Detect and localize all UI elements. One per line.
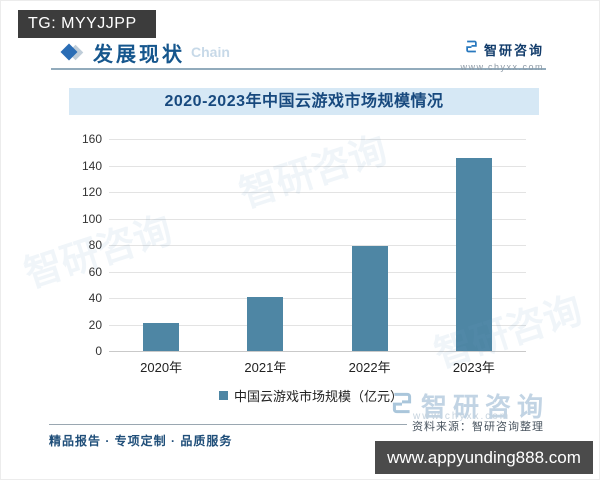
- footer-watermark-site: www.chyxx.com: [413, 411, 511, 422]
- chart-legend: 中国云游戏市场规模（亿元）: [76, 386, 546, 405]
- x-tick-label: 2023年: [452, 360, 495, 375]
- y-tick-label: 20: [88, 317, 102, 332]
- section-header: 发展现状 Chain: [60, 39, 230, 66]
- chart-title: 2020-2023年中国云游戏市场规模情况: [69, 88, 539, 115]
- y-tick-label: 80: [88, 238, 102, 252]
- gridline: [109, 324, 526, 326]
- x-tick-label: 2021年: [244, 360, 287, 375]
- y-tick-label: 0: [95, 344, 102, 358]
- legend-swatch: [218, 391, 228, 400]
- y-tick-label: 140: [81, 158, 102, 173]
- bar-2020年: [143, 323, 180, 351]
- diamond-icon: [60, 43, 85, 61]
- y-tick-label: 120: [81, 185, 102, 199]
- bar-2023年: [455, 157, 492, 351]
- header-divider: [51, 68, 546, 70]
- x-tick-label: 2022年: [348, 360, 391, 375]
- brand-name: 智研咨询: [483, 42, 544, 58]
- gridline: [109, 192, 526, 193]
- y-tick-label: 160: [81, 132, 102, 146]
- brand-logo-icon: [464, 39, 479, 59]
- footer-logo-icon: [389, 390, 415, 421]
- footer-watermark-brand: 智研咨询: [421, 392, 550, 422]
- footer-watermark-logo: 智研咨询: [389, 387, 549, 424]
- y-tick-label: 100: [81, 211, 102, 226]
- header-watermark-text: Chain: [191, 44, 230, 60]
- gridline: [109, 271, 526, 273]
- y-tick-label: 40: [88, 291, 102, 305]
- gridline: [109, 298, 526, 299]
- data-source-note: 资料来源：智研咨询整理: [412, 421, 544, 433]
- brand-block: 智研咨询 www.chyxx.com: [460, 39, 544, 72]
- brand-site: www.chyxx.com: [460, 62, 544, 72]
- gridline: [109, 139, 526, 140]
- y-tick-label: 60: [88, 264, 102, 279]
- bar-2021年: [247, 296, 284, 351]
- legend-label: 中国云游戏市场规模（亿元）: [233, 389, 403, 404]
- bar-chart: 中国云游戏市场规模（亿元） 0 20 40 60 80 100 120 140 160 2020年…: [76, 126, 546, 404]
- footer-divider: [49, 424, 407, 425]
- section-title: 发展现状: [93, 43, 185, 66]
- gridline: [109, 165, 526, 167]
- bottom-watermark-bar: www.appyunding888.com: [375, 441, 593, 474]
- tg-badge: TG: MYYJJPP: [18, 10, 156, 38]
- gridline: [109, 351, 526, 352]
- bar-2022年: [351, 246, 388, 351]
- x-tick-label: 2020年: [140, 360, 183, 375]
- gridline: [109, 218, 526, 220]
- footer-tagline: 精品报告 · 专项定制 · 品质服务: [49, 434, 233, 448]
- gridline: [109, 245, 526, 246]
